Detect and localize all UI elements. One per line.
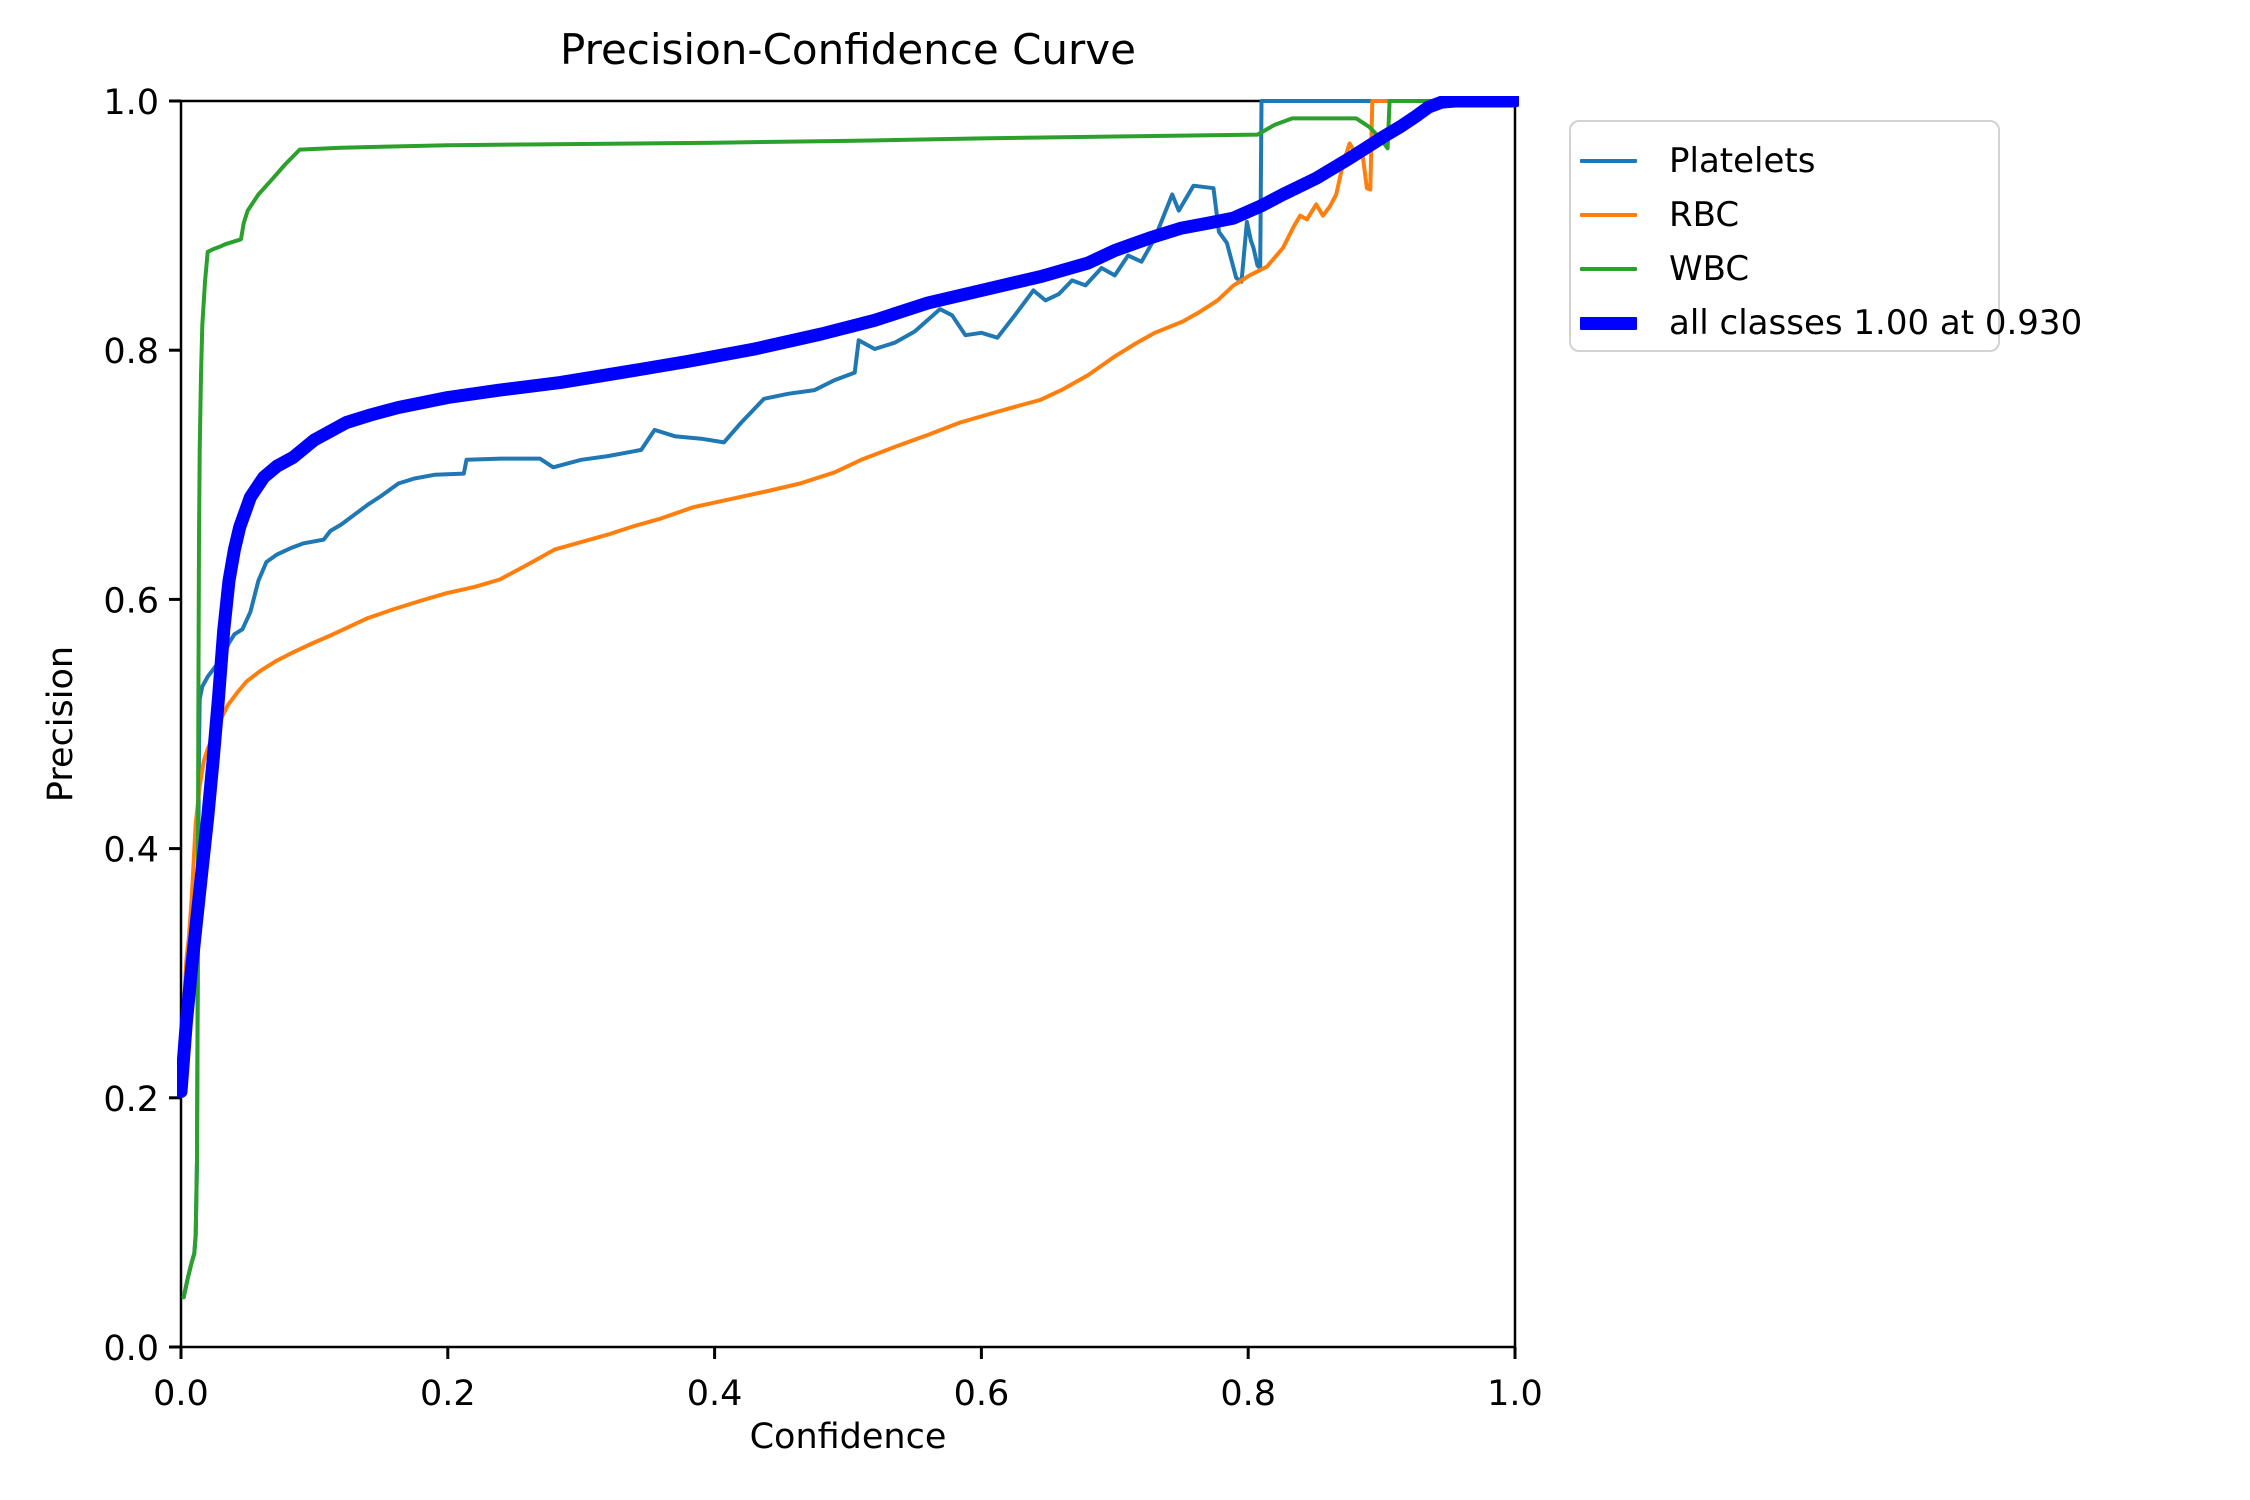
legend-line-sample [1580, 267, 1637, 271]
x-tick-label: 0.2 [420, 1374, 476, 1414]
x-tick-label: 0.8 [1220, 1374, 1276, 1414]
y-tick-label: 0.8 [103, 332, 159, 372]
plot-border [179, 99, 1517, 1349]
x-tick-label: 0.0 [153, 1374, 209, 1414]
curves-group [177, 96, 1519, 1300]
x-axis-label: Confidence [750, 1417, 947, 1457]
y-tick-label: 0.0 [103, 1329, 159, 1369]
legend-label: Platelets [1669, 141, 1816, 181]
curve-platelets [181, 99, 1517, 1300]
x-tick-label: 0.6 [954, 1374, 1010, 1414]
legend-line-sample [1580, 159, 1637, 163]
y-tick-label: 0.2 [103, 1080, 159, 1120]
legend-item: all classes 1.00 at 0.930 [1571, 296, 2082, 350]
y-tick-label: 1.0 [103, 83, 159, 123]
chart-title: Precision-Confidence Curve [560, 25, 1136, 74]
legend-item: RBC [1571, 188, 1998, 242]
legend-label: WBC [1669, 249, 1750, 289]
legend-label: RBC [1669, 195, 1740, 235]
legend-label: all classes 1.00 at 0.930 [1669, 303, 2083, 343]
legend-line-sample [1580, 213, 1637, 217]
legend-line-sample [1580, 316, 1637, 330]
x-tick-label: 1.0 [1487, 1374, 1543, 1414]
curve-wbc [181, 99, 1517, 1300]
x-tick-label: 0.4 [687, 1374, 743, 1414]
legend: Platelets RBC WBC all classes 1.00 at 0.930 [1569, 120, 2082, 352]
y-axis-label: Precision [41, 646, 81, 802]
x-axis-ticks: 0.0 0.2 0.4 0.6 0.8 1.0 [153, 1347, 1543, 1414]
y-tick-label: 0.4 [103, 831, 159, 871]
curve-rbc [179, 99, 1517, 1094]
y-axis-ticks: 0.0 0.2 0.4 0.6 0.8 1.0 [103, 83, 181, 1369]
legend-item: Platelets [1571, 134, 1998, 188]
y-tick-label: 0.6 [103, 581, 159, 621]
legend-item: WBC [1571, 242, 1998, 296]
plot-frame [179, 99, 1517, 1349]
curve-all-classes-1-00-at-0-930 [177, 96, 1519, 1099]
